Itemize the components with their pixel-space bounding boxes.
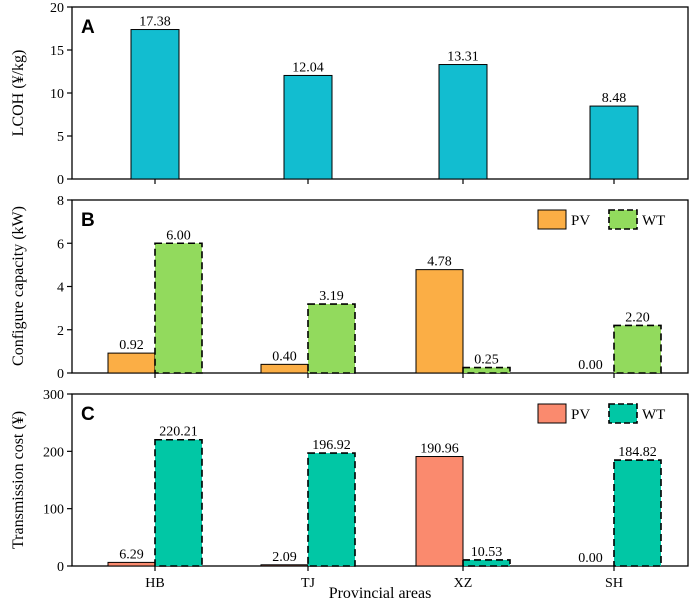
legend-label-wt: WT: [642, 213, 665, 229]
bar-a-lcoh-sh: [589, 105, 639, 180]
bar-a-lcoh-hb: [130, 29, 180, 180]
data-label: 0.00: [578, 358, 603, 373]
panel-a-letter: A: [81, 17, 95, 38]
data-label: 196.92: [312, 438, 351, 453]
panel-c-frame: [71, 393, 689, 567]
panel-b-ytick-label: 8: [57, 194, 64, 209]
bar-c-wt-tj: [307, 452, 356, 567]
legend-swatch-wt: [608, 403, 638, 424]
panel-c-letter: C: [81, 404, 95, 425]
panel-b-ytick-label: 2: [57, 324, 64, 339]
panel-b-ytick-label: 0: [57, 367, 64, 382]
panel-b-ylabel: Configure capacity (kW): [10, 206, 27, 366]
legend-swatch-wt: [608, 209, 638, 230]
data-label: 6.00: [166, 228, 191, 243]
panel-b-ytick-label: 4: [57, 281, 64, 296]
legend-swatch-pv: [537, 403, 567, 424]
panel-b-letter: B: [81, 210, 95, 231]
bar-b-pv-xz: [415, 269, 464, 374]
legend-swatch-pv: [537, 209, 567, 230]
bar-c-wt-sh: [613, 459, 662, 567]
panel-c-ylabel: Transmission cost (¥): [10, 411, 27, 549]
x-category-label: XZ: [454, 576, 473, 591]
bar-c-wt-hb: [154, 438, 203, 567]
bar-c-pv-tj: [260, 564, 309, 567]
bar-b-pv-tj: [260, 363, 309, 374]
data-label: 8.48: [602, 91, 627, 106]
panel-c-ytick-label: 200: [43, 445, 64, 460]
data-label: 0.92: [119, 338, 144, 353]
data-label: 190.96: [420, 442, 459, 457]
panel-a-ytick-label: 20: [50, 1, 64, 16]
bar-b-wt-tj: [307, 303, 356, 374]
x-category-label: SH: [605, 576, 623, 591]
legend-label-pv: PV: [571, 213, 590, 229]
data-label: 12.04: [292, 60, 324, 75]
panel-b-ytick-label: 6: [57, 237, 64, 252]
bar-a-lcoh-tj: [283, 74, 333, 180]
x-axis-title: Provincial areas: [329, 585, 432, 602]
panel-a-ytick-label: 0: [57, 173, 64, 188]
data-label: 2.09: [272, 550, 297, 565]
panel-a-ytick-label: 10: [50, 87, 64, 102]
panel-c-ytick-label: 300: [43, 388, 64, 403]
panel-a-ytick-label: 5: [57, 130, 64, 145]
data-label: 2.20: [625, 310, 650, 325]
x-category-label: TJ: [301, 576, 316, 591]
bar-b-pv-hb: [107, 352, 156, 374]
data-label: 13.31: [447, 50, 479, 65]
panel-c-ytick-label: 100: [43, 503, 64, 518]
panel-a-ytick-label: 15: [50, 44, 64, 59]
data-label: 3.19: [319, 289, 344, 304]
data-label: 184.82: [618, 445, 657, 460]
bar-c-wt-xz: [462, 559, 511, 567]
legend-label-pv: PV: [571, 407, 590, 423]
bar-c-pv-hb: [107, 561, 156, 567]
bar-b-wt-sh: [613, 324, 662, 374]
data-label: 0.40: [272, 349, 297, 364]
data-label: 6.29: [119, 547, 144, 562]
panel-c-ytick-label: 0: [57, 560, 64, 575]
bar-a-lcoh-xz: [438, 64, 488, 180]
bar-b-wt-xz: [462, 366, 511, 374]
data-label: 4.78: [427, 255, 452, 270]
data-label: 220.21: [159, 425, 198, 440]
data-label: 10.53: [471, 545, 503, 560]
data-label: 17.38: [139, 15, 171, 30]
legend-label-wt: WT: [642, 407, 665, 423]
data-label: 0.00: [578, 551, 603, 566]
panel-a-ylabel: LCOH (¥/kg): [10, 50, 27, 137]
data-label: 0.25: [474, 353, 499, 368]
bar-c-pv-xz: [415, 456, 464, 567]
x-category-label: HB: [145, 576, 164, 591]
bar-b-wt-hb: [154, 242, 203, 374]
